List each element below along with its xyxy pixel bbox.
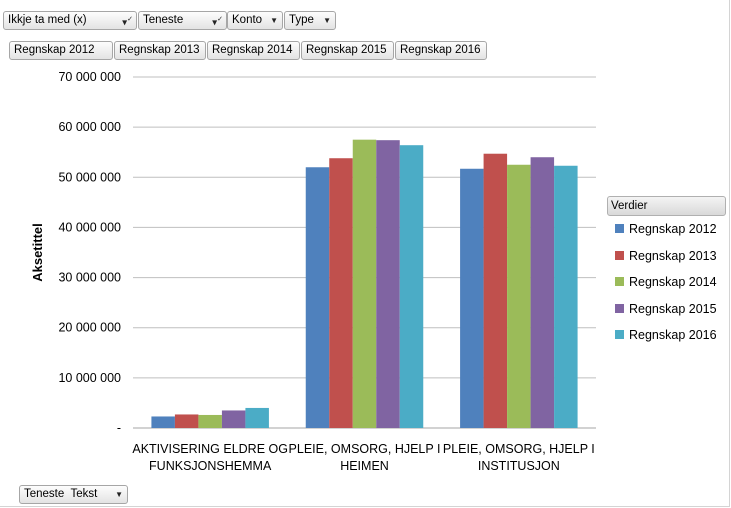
filter-field-label: Ikkje ta med (x) — [8, 14, 87, 26]
value-field-label: Regnskap 2013 — [119, 44, 200, 56]
bar — [554, 165, 578, 428]
bar — [507, 164, 531, 428]
filter-field-ikkje-ta-med[interactable]: Ikkje ta med (x) ▾✓ — [3, 11, 137, 30]
y-tick-label: 40 000 000 — [58, 220, 121, 234]
value-field-regnskap-2014[interactable]: Regnskap 2014 — [207, 41, 300, 60]
chevron-down-icon: ▼ — [115, 490, 123, 499]
legend-title-label: Verdier — [611, 200, 648, 212]
bar — [305, 167, 330, 428]
filter-field-label: Type — [289, 14, 314, 26]
filter-field-type[interactable]: Type ▼ — [284, 11, 336, 30]
chevron-down-icon: ▼ — [323, 16, 331, 25]
bar — [221, 410, 246, 428]
legend-swatch — [615, 224, 624, 234]
value-field-label: Regnskap 2016 — [400, 44, 481, 56]
bar — [174, 414, 199, 428]
x-tick-label: INSTITUSJON — [478, 459, 560, 473]
legend-label: Regnskap 2015 — [629, 302, 717, 316]
x-tick-label: FUNKSJONSHEMMA — [149, 459, 272, 473]
bar — [329, 158, 353, 428]
value-field-regnskap-2015[interactable]: Regnskap 2015 — [301, 41, 394, 60]
value-field-label: Regnskap 2012 — [14, 44, 95, 56]
value-field-label: Regnskap 2014 — [212, 44, 293, 56]
y-tick-label: - — [117, 421, 121, 435]
x-tick-label: PLEIE, OMSORG, HJELP I — [443, 442, 595, 456]
legend-item-regnskap-2014: Regnskap 2014 — [615, 275, 717, 289]
bar — [530, 157, 555, 428]
legend-label: Regnskap 2012 — [629, 222, 717, 236]
legend-label: Regnskap 2014 — [629, 275, 717, 289]
filter-dropdown-icon: ▾✓ — [212, 16, 223, 29]
axis-field-teneste-tekst[interactable]: Teneste Tekst ▼ — [19, 485, 128, 504]
bar — [352, 139, 377, 428]
legend-label: Regnskap 2013 — [629, 249, 717, 263]
legend-item-regnskap-2013: Regnskap 2013 — [615, 249, 717, 263]
bar — [151, 416, 175, 428]
bar — [399, 145, 424, 429]
bar — [376, 140, 400, 428]
legend-swatch — [615, 330, 624, 340]
legend-swatch — [615, 251, 624, 261]
y-tick-label: 70 000 000 — [58, 70, 121, 84]
bar — [245, 407, 269, 428]
legend-item-regnskap-2015: Regnskap 2015 — [615, 302, 717, 316]
axis-field-label: Teneste Tekst — [24, 488, 98, 500]
x-tick-label: AKTIVISERING ELDRE OG — [132, 442, 288, 456]
value-field-regnskap-2016[interactable]: Regnskap 2016 — [395, 41, 487, 60]
bar — [198, 414, 222, 428]
value-field-regnskap-2013[interactable]: Regnskap 2013 — [114, 41, 206, 60]
legend-title[interactable]: Verdier — [607, 196, 726, 216]
legend-swatch — [615, 277, 624, 287]
y-tick-label: 10 000 000 — [58, 371, 121, 385]
filter-field-konto[interactable]: Konto ▼ — [227, 11, 283, 30]
value-field-label: Regnskap 2015 — [306, 44, 387, 56]
y-tick-label: 20 000 000 — [58, 321, 121, 335]
legend-label: Regnskap 2016 — [629, 328, 717, 342]
filter-field-label: Konto — [232, 14, 263, 26]
x-tick-label: HEIMEN — [340, 459, 389, 473]
y-axis-title: Aksetittel — [30, 223, 45, 282]
legend-item-regnskap-2012: Regnskap 2012 — [615, 222, 717, 236]
bar — [460, 168, 484, 429]
bar — [483, 153, 508, 428]
y-tick-label: 60 000 000 — [58, 120, 121, 134]
filter-field-label: Teneste — [143, 14, 184, 26]
x-tick-label: PLEIE, OMSORG, HJELP I — [289, 442, 441, 456]
value-field-regnskap-2012[interactable]: Regnskap 2012 — [9, 41, 113, 60]
y-tick-label: 30 000 000 — [58, 271, 121, 285]
y-tick-label: 50 000 000 — [58, 170, 121, 184]
filter-dropdown-icon: ▾✓ — [122, 16, 133, 29]
legend-item-regnskap-2016: Regnskap 2016 — [615, 328, 717, 342]
filter-field-teneste[interactable]: Teneste ▾✓ — [138, 11, 227, 30]
legend-swatch — [615, 304, 624, 314]
chevron-down-icon: ▼ — [270, 16, 278, 25]
